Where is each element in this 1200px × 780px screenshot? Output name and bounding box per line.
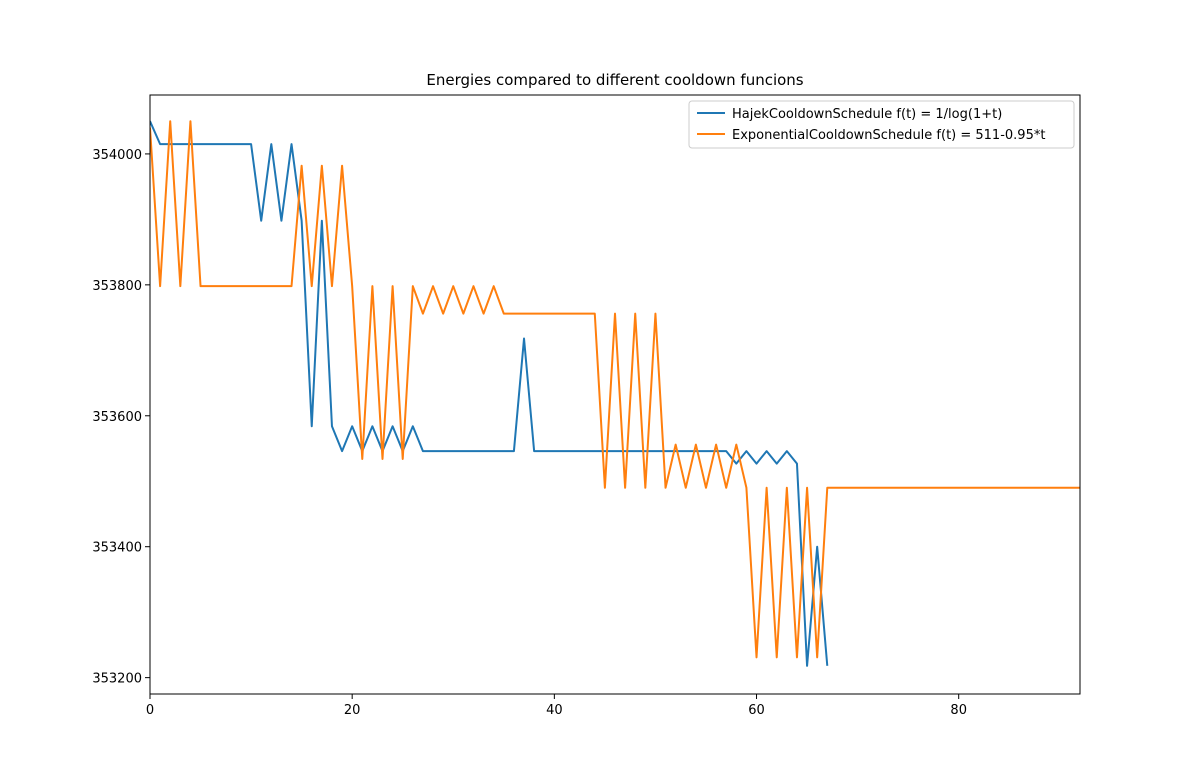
y-tick-label: 353800 (92, 279, 142, 294)
x-tick-label: 20 (344, 703, 361, 718)
x-tick-label: 80 (950, 703, 967, 718)
legend-label-1: HajekCooldownSchedule f(t) = 1/log(1+t) (732, 107, 1002, 122)
legend-box (688, 100, 1075, 149)
y-tick-label: 353200 (92, 672, 142, 687)
legend-label-2: ExponentialCooldownSchedule f(t) = 511-0… (732, 128, 1045, 143)
series-line-2 (150, 120, 1080, 659)
legend: HajekCooldownSchedule f(t) = 1/log(1+t) E… (688, 100, 1075, 149)
y-tick-label: 354000 (92, 148, 142, 163)
x-tick-label: 60 (748, 703, 765, 718)
plot-area: 0 20 40 60 80 353200 353400 353600 353800 354000 (92, 94, 1081, 718)
chart-title: Energies compared to different cooldown … (426, 71, 803, 89)
axes-frame (149, 94, 1081, 695)
x-tick-label: 40 (546, 703, 563, 718)
x-tick-label: 0 (146, 703, 154, 718)
y-tick-label: 353400 (92, 541, 142, 556)
y-tick-label: 353600 (92, 410, 142, 425)
